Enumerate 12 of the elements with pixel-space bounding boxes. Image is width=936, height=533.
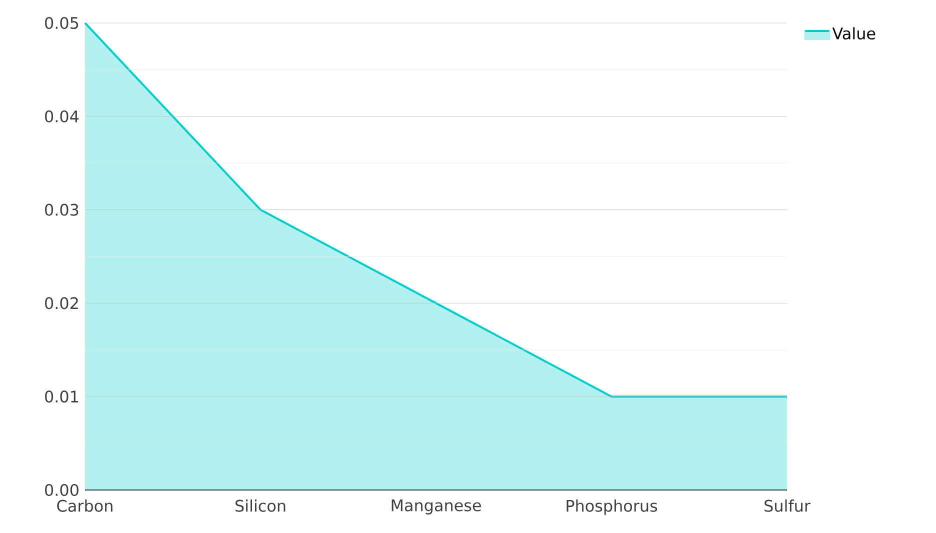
- y-tick-label: 0.02: [45, 297, 78, 310]
- x-tick-label: Phosphorus: [566, 500, 658, 515]
- x-tick-label: Manganese: [392, 500, 481, 514]
- x-tick-label: Silicon: [236, 500, 286, 512]
- y-tick-label: 0.04: [45, 110, 79, 122]
- y-tick-label: 0.05: [45, 16, 78, 30]
- y-tick-label: 0.00: [45, 484, 78, 496]
- x-tick-label: Carbon: [57, 500, 112, 512]
- x-tick-label: Sulfur: [764, 500, 810, 512]
- y-tick-label: 0.01: [45, 390, 78, 403]
- legend-label: Value: [832, 27, 876, 40]
- y-tick-label: 0.03: [45, 204, 78, 216]
